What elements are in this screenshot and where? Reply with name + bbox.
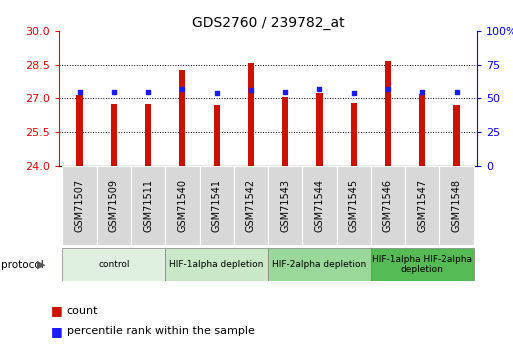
Text: GSM71543: GSM71543 <box>280 179 290 232</box>
Bar <box>111 104 117 166</box>
Bar <box>453 105 460 166</box>
Bar <box>419 94 425 166</box>
Text: GSM71541: GSM71541 <box>212 179 222 232</box>
Title: GDS2760 / 239782_at: GDS2760 / 239782_at <box>192 16 344 30</box>
Point <box>418 89 426 94</box>
Bar <box>268 248 371 281</box>
Bar <box>165 166 200 245</box>
Bar <box>213 105 220 166</box>
Text: control: control <box>98 260 130 269</box>
Text: ■: ■ <box>51 304 63 317</box>
Bar <box>282 97 288 166</box>
Bar <box>248 63 254 166</box>
Text: ▶: ▶ <box>37 260 46 270</box>
Point <box>281 89 289 94</box>
Point <box>350 90 358 96</box>
Bar <box>179 70 186 166</box>
Point <box>452 89 461 94</box>
Bar <box>302 166 337 245</box>
Text: count: count <box>67 306 98 315</box>
Bar <box>200 166 234 245</box>
Text: GSM71509: GSM71509 <box>109 179 119 232</box>
Text: HIF-1alpha HIF-2alpha
depletion: HIF-1alpha HIF-2alpha depletion <box>372 255 472 275</box>
Bar <box>405 166 440 245</box>
Text: protocol: protocol <box>1 260 43 270</box>
Bar <box>440 166 473 245</box>
Text: GSM71545: GSM71545 <box>349 179 359 232</box>
Bar <box>63 248 165 281</box>
Text: HIF-1alpha depletion: HIF-1alpha depletion <box>169 260 264 269</box>
Point <box>384 86 392 92</box>
Text: ■: ■ <box>51 325 63 338</box>
Bar <box>350 103 357 166</box>
Text: HIF-2alpha depletion: HIF-2alpha depletion <box>272 260 367 269</box>
Bar <box>371 166 405 245</box>
Bar <box>317 93 323 166</box>
Bar <box>165 248 268 281</box>
Point <box>144 89 152 94</box>
Text: GSM71547: GSM71547 <box>417 179 427 232</box>
Point <box>110 89 118 94</box>
Text: percentile rank within the sample: percentile rank within the sample <box>67 326 254 336</box>
Bar <box>234 166 268 245</box>
Bar <box>76 95 83 166</box>
Text: GSM71507: GSM71507 <box>74 179 85 232</box>
Point <box>75 89 84 94</box>
Point <box>178 86 186 92</box>
Text: GSM71511: GSM71511 <box>143 179 153 232</box>
Text: GSM71540: GSM71540 <box>177 179 187 232</box>
Text: GSM71542: GSM71542 <box>246 179 256 232</box>
Bar <box>337 166 371 245</box>
Text: GSM71546: GSM71546 <box>383 179 393 232</box>
Bar <box>63 166 96 245</box>
Bar <box>371 248 473 281</box>
Point <box>247 88 255 93</box>
Bar <box>145 105 151 166</box>
Bar <box>268 166 302 245</box>
Bar <box>131 166 165 245</box>
Point <box>212 90 221 96</box>
Text: GSM71548: GSM71548 <box>451 179 462 232</box>
Point <box>315 86 324 92</box>
Bar <box>96 166 131 245</box>
Bar <box>385 61 391 166</box>
Text: GSM71544: GSM71544 <box>314 179 324 232</box>
